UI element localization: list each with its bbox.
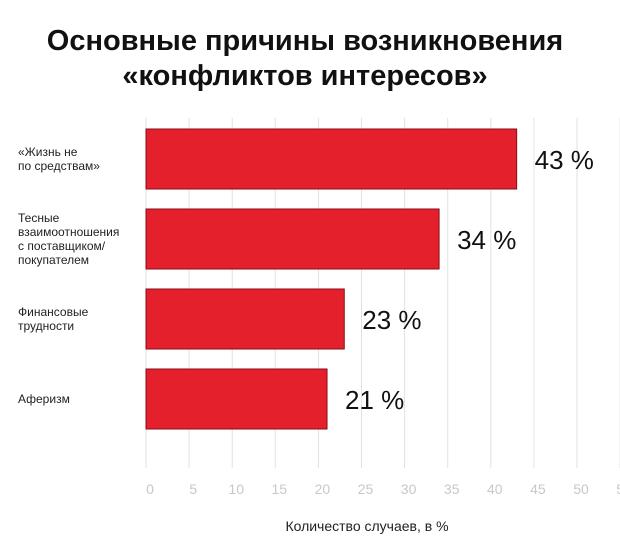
category-label-line: с поставщиком/ — [18, 239, 106, 253]
chart-title-line-1: Основные причины возникновения — [47, 25, 563, 57]
x-axis-ticks: 0 5 10 15 20 25 30 35 40 45 50 55 — [146, 481, 620, 497]
bar — [145, 368, 328, 430]
bar — [145, 208, 440, 270]
x-tick-label: 45 — [530, 481, 546, 497]
category-label-line: взаимоотношения — [18, 225, 119, 239]
x-tick-label: 0 — [146, 481, 154, 497]
category-label: «Жизнь не по средствам» — [18, 145, 100, 173]
x-tick-label: 55 — [616, 481, 620, 497]
bars — [145, 128, 518, 430]
bar-value-label: 34 % — [457, 225, 516, 255]
category-label-line: по средствам» — [18, 159, 100, 173]
bar — [145, 128, 518, 190]
chart-title-line-2: «конфликтов интересов» — [122, 60, 487, 92]
bar-value-label: 21 % — [345, 385, 404, 415]
category-label-line: трудности — [18, 319, 74, 333]
bar-value-label: 43 % — [535, 145, 594, 175]
category-label-line: Финансовые — [18, 305, 89, 319]
x-tick-label: 40 — [487, 481, 503, 497]
category-label-line: «Жизнь не — [18, 145, 78, 159]
bar — [145, 288, 345, 350]
labels: 43 % «Жизнь не по средствам» 34 % Тесные взаи… — [18, 145, 594, 415]
x-tick-label: 35 — [444, 481, 460, 497]
x-tick-label: 5 — [189, 481, 197, 497]
category-label-line: покупателем — [18, 253, 89, 267]
category-label-line: Аферизм — [18, 392, 70, 406]
bar-value-label: 23 % — [362, 305, 421, 335]
x-axis-label: Количество случаев, в % — [285, 518, 448, 534]
category-label-line: Тесные — [18, 211, 60, 225]
x-tick-label: 20 — [315, 481, 331, 497]
chart-title: Основные причины возникновения «конфликт… — [47, 25, 563, 92]
x-tick-label: 10 — [228, 481, 244, 497]
x-tick-label: 30 — [401, 481, 417, 497]
x-tick-label: 50 — [573, 481, 589, 497]
category-label: Финансовые трудности — [18, 305, 89, 333]
category-label: Тесные взаимоотношения с поставщиком/покуп… — [18, 211, 119, 267]
category-label: Аферизм — [18, 392, 70, 406]
x-tick-label: 15 — [272, 481, 288, 497]
x-tick-label: 25 — [358, 481, 374, 497]
